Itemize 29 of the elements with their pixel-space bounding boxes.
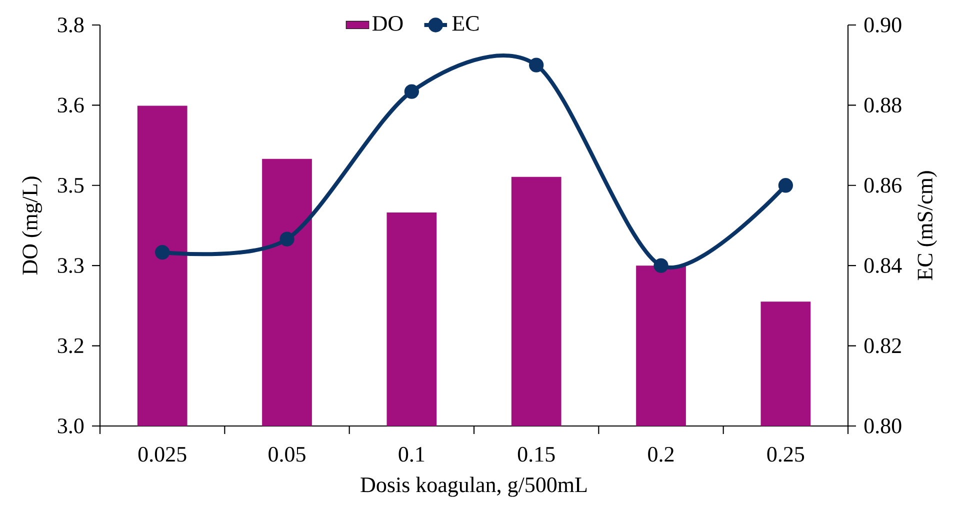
y2-tick-label: 0.84: [864, 258, 902, 274]
y-tick-label: 3.2: [58, 338, 84, 354]
y2-tick-label: 0.82: [864, 338, 901, 354]
y-axis-title: DO (mg/L): [22, 176, 42, 275]
point: [654, 258, 668, 273]
legend-label: DO: [372, 16, 403, 31]
y-tick-label: 3.6: [58, 98, 84, 113]
y-tick-label: 3.5: [58, 178, 84, 193]
point: [529, 58, 544, 72]
y2-tick-label: 0.90: [864, 18, 902, 32]
y2-tick-label: 0.88: [864, 98, 902, 113]
legend-label: EC: [452, 16, 479, 31]
y-tick-label: 3.8: [58, 18, 84, 32]
x-axis-title: Dosis koagulan, g/500mL: [360, 476, 587, 497]
x-tick-label: 0.25: [767, 446, 804, 462]
x-tick-label: 0.1: [398, 446, 424, 462]
y2-tick-label: 0.80: [864, 418, 902, 434]
x-tick-label: 0.025: [138, 446, 186, 462]
point: [404, 84, 420, 99]
y2-axis-title: EC (mS/cm): [917, 171, 937, 280]
y-tick-label: 3.3: [58, 258, 84, 274]
point: [280, 232, 294, 246]
x-tick-label: 0.2: [648, 446, 674, 462]
point: [778, 178, 793, 193]
x-tick-label: 0.05: [268, 446, 306, 462]
y2-tick-label: 0.86: [864, 178, 902, 193]
point: [155, 245, 170, 260]
x-tick-label: 0.15: [518, 446, 555, 462]
y-tick-label: 3.0: [58, 418, 84, 434]
